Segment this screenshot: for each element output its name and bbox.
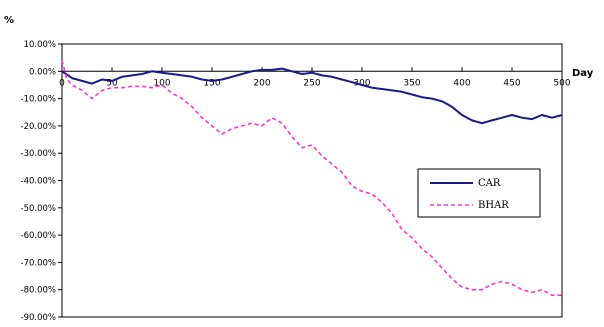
x-tick-label: 350 (403, 78, 420, 88)
series-line-bhar (61, 60, 562, 297)
x-tick-label: 50 (106, 78, 118, 88)
series-layer (61, 60, 563, 297)
x-tick-label: 500 (553, 78, 570, 88)
legend: CAR BHAR (417, 168, 541, 218)
legend-box (417, 168, 541, 218)
y-tick-label: -80.00% (21, 286, 56, 296)
y-tick-label: 10.00% (24, 40, 56, 50)
x-tick-label: 450 (503, 78, 520, 88)
x-tick-label: 400 (453, 78, 470, 88)
y-tick-label: -30.00% (21, 149, 56, 159)
x-tick-label: 100 (153, 78, 170, 88)
x-tick-label: 250 (303, 78, 320, 88)
x-tick-label: 0 (59, 78, 65, 88)
x-tick-label: 300 (353, 78, 370, 88)
x-axis-ticks: 0 50 100 150 200 250 300 350 400 450 500 (59, 67, 571, 88)
y-tick-label: -60.00% (21, 231, 56, 241)
legend-label-bhar: BHAR (478, 200, 509, 211)
x-axis-label: Day (572, 68, 594, 79)
x-tick-label: 150 (203, 78, 220, 88)
legend-label-car: CAR (478, 178, 501, 189)
y-tick-label: -20.00% (21, 122, 56, 132)
x-tick-label: 200 (253, 78, 270, 88)
series-line-car (61, 67, 563, 125)
y-axis-unit-label: % (4, 15, 14, 26)
y-tick-label: -70.00% (21, 258, 56, 268)
y-tick-label: -50.00% (21, 204, 56, 214)
y-tick-label: -10.00% (21, 95, 56, 105)
y-axis-ticks: 10.00% 0.00% -10.00% -20.00% -30.00% -40.00% -… (21, 40, 62, 323)
y-tick-label: 0.00% (29, 67, 56, 77)
y-tick-label: -40.00% (21, 177, 56, 187)
y-tick-label: -90.00% (21, 313, 56, 323)
